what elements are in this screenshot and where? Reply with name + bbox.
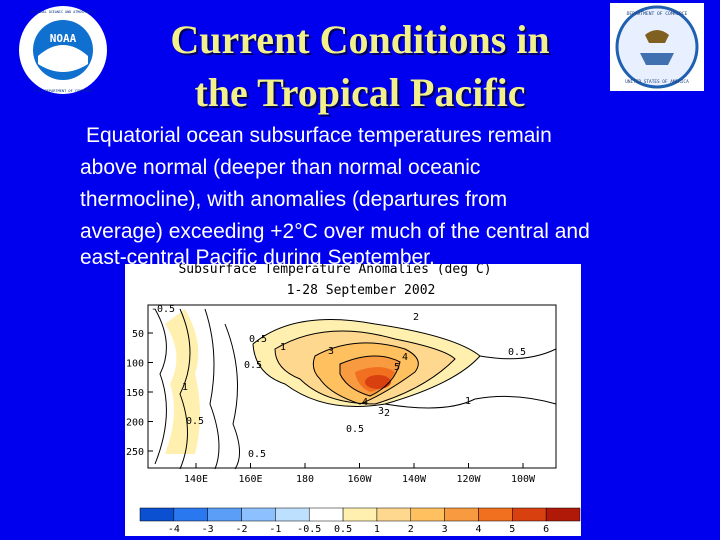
contour-label: 0.5 [248,449,266,460]
logo-eagle [645,30,669,43]
colorbar-label: 6 [543,524,549,535]
contour-label: 3 [378,406,384,417]
contour-line [274,330,456,405]
colorbar-swatch [207,507,242,522]
colorbar-swatch [139,507,175,522]
contour-label: 1 [182,382,188,393]
anomaly-area [365,375,391,389]
contour-line [252,319,481,407]
contour-label: 4 [402,352,408,363]
colorbar-label: -4 [168,524,180,535]
contour-label: 0.5 [249,334,267,345]
contour-line [339,355,401,397]
logo-disc [615,5,699,89]
contour-label: 1 [465,396,471,407]
body-text: thermocline), with anomalies (departures… [80,188,508,211]
colorbar-label: 4 [475,524,481,535]
figure-title: Subsurface Temperature Anomalies (deg C) [178,264,491,277]
body-text: east-central Pacific during September. [80,246,435,269]
depth-tick-label: 150 [126,388,144,399]
body-text: average) exceeding +2°C over much of the… [80,220,590,243]
longitude-tick-label: 180 [296,474,314,485]
depth-tick-label: 50 [132,329,144,340]
colorbar-label: 2 [408,524,414,535]
colorbar-swatch [342,507,378,522]
colorbar-swatch [376,507,412,522]
contour-line [224,323,240,470]
logo-ring-text: NATIONAL OCEANIC AND ATMOSPHERIC [30,10,95,14]
body-text: above normal (deeper than normal oceanic [80,156,481,179]
contour-label: 5 [394,362,400,373]
noaa-logo: NOAA NATIONAL OCEANIC AND ATMOSPHERIC U.… [19,6,107,94]
logo-ring-text: UNITED STATES OF AMERICA [625,79,689,85]
longitude-tick-label: 140E [184,474,208,485]
figure: Subsurface Temperature Anomalies (deg C)… [125,264,581,536]
colorbar-swatch [512,507,547,522]
contour-label: -0.5 [151,304,175,315]
plot-frame [147,304,557,469]
colorbar-swatch [275,507,310,522]
longitude-tick-label: 100W [511,474,536,485]
logo-ship [640,53,674,65]
longitude-tick-label: 120W [456,474,481,485]
colorbar-swatch [410,507,445,522]
depth-tick-label: 250 [126,447,144,458]
logo-ring-text: U.S. DEPARTMENT OF COMMERCE [34,89,92,93]
contour-line [312,342,419,405]
colorbar-label: -1 [269,524,281,535]
contour-line [204,308,220,470]
logo-ring-text: DEPARTMENT OF COMMERCE [627,11,688,17]
contour-label: 3 [328,346,334,357]
contour-label: 2 [384,408,390,419]
colorbar-label: -2 [236,524,248,535]
anomaly-area [165,309,200,454]
slide-title: the Tropical Pacific [194,70,526,115]
colorbar-swatch [478,507,513,522]
slide-title: Current Conditions in [170,17,550,62]
longitude-tick-label: 140W [402,474,427,485]
contour-lines [154,308,557,470]
contour-label: 0.5 [346,424,364,435]
contour-label: 1 [280,342,286,353]
contour-line [384,395,557,409]
colorbar-swatch [545,507,581,522]
colorbar-label: 3 [442,524,448,535]
colorbar-label: 1 [374,524,380,535]
longitude-tick-label: 160E [238,474,262,485]
contour-label: 0.5 [508,347,526,358]
colorbar-label: -3 [202,524,214,535]
commerce-logo: DEPARTMENT OF COMMERCE UNITED STATES OF … [610,3,704,91]
colorbar-label: 0.5 [334,524,352,535]
longitude-tick-label: 160W [347,474,372,485]
colorbar-swatch [308,507,344,522]
contour-label: 0.5 [244,360,262,371]
contour-label: 0.5 [186,416,204,427]
logo-bird [38,45,88,72]
colorbar-swatch [173,507,208,522]
contour-label: 2 [413,312,419,323]
colorbar-swatch [241,507,276,522]
contour-line [479,348,557,360]
colorbar-label: -0.5 [297,524,321,535]
contour-line [154,308,167,465]
contour-label: 4 [362,397,368,408]
logo-text: NOAA [50,32,77,45]
colorbar-swatch [444,507,479,522]
body-text: Equatorial ocean subsurface temperatures… [86,124,552,147]
depth-tick-label: 100 [126,359,144,370]
colorbar-label: 5 [509,524,515,535]
contour-line [179,308,191,470]
depth-tick-label: 200 [126,418,144,429]
figure-subtitle: 1-28 September 2002 [287,283,436,298]
